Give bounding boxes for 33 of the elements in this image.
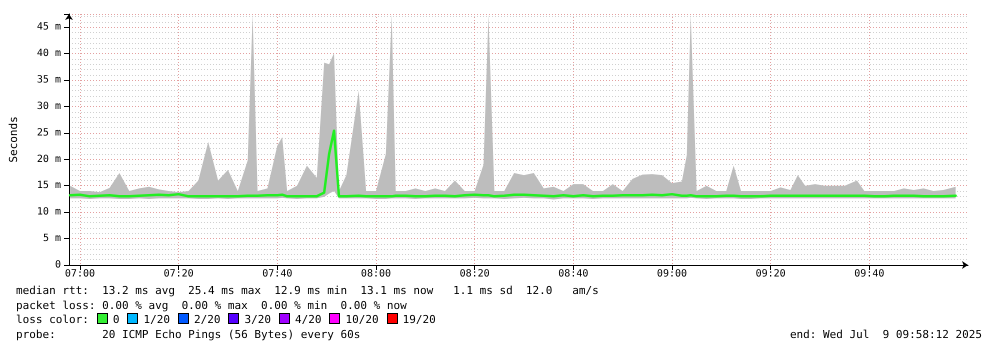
y-tick-label: 20 m	[36, 154, 61, 165]
text: probe: 20 ICMP Echo Pings (56 Bytes) every 60s	[16, 328, 360, 340]
y-tick-label: 0	[54, 260, 61, 270]
text: 19/20	[402, 313, 436, 326]
text: end: Wed Jul 9 09:58:12 2025	[790, 328, 982, 342]
y-tick-label: 5 m	[42, 233, 61, 244]
text: 0	[112, 313, 120, 326]
x-tick-label: 08:20	[460, 268, 490, 280]
x-tick-label: 09:20	[756, 268, 786, 280]
text: packet loss: 0.00 % avg 0.00 % max 0.00 % min 0.00 % now	[16, 298, 408, 313]
line-series	[68, 130, 957, 198]
y-tick-label: 15 m	[36, 180, 61, 192]
text: 1/20	[143, 313, 170, 326]
y-axis-title: Seconds	[7, 116, 20, 163]
text: 2/20	[194, 313, 220, 326]
x-tick-label: 09:00	[656, 268, 688, 280]
y-tick-label: 25 m	[36, 127, 61, 138]
x-tick-label: 08:40	[558, 268, 588, 280]
y-tick-label: 10 m	[36, 206, 61, 218]
x-tick-label: 07:20	[164, 268, 194, 280]
y-tick-label: 45 m	[36, 22, 61, 33]
y-tick-label: 30 m	[36, 100, 61, 112]
text: 3/20	[244, 313, 271, 326]
text: loss color:	[16, 313, 89, 326]
y-tick-label: 35 m	[36, 74, 61, 86]
text: 10/20	[345, 313, 379, 326]
x-tick-label: 07:00	[64, 268, 96, 280]
y-tick-label: 40 m	[36, 48, 61, 60]
x-tick-label: 08:00	[360, 268, 392, 280]
x-tick-label: 07:40	[262, 268, 292, 280]
x-tick-label: 09:40	[854, 268, 884, 280]
text: median rtt: 13.2 ms avg 25.4 ms max 12.9 ms min 13.1 ms now 1.1 ms sd 12.0 am/s	[16, 284, 600, 298]
text: 4/20	[294, 313, 322, 326]
